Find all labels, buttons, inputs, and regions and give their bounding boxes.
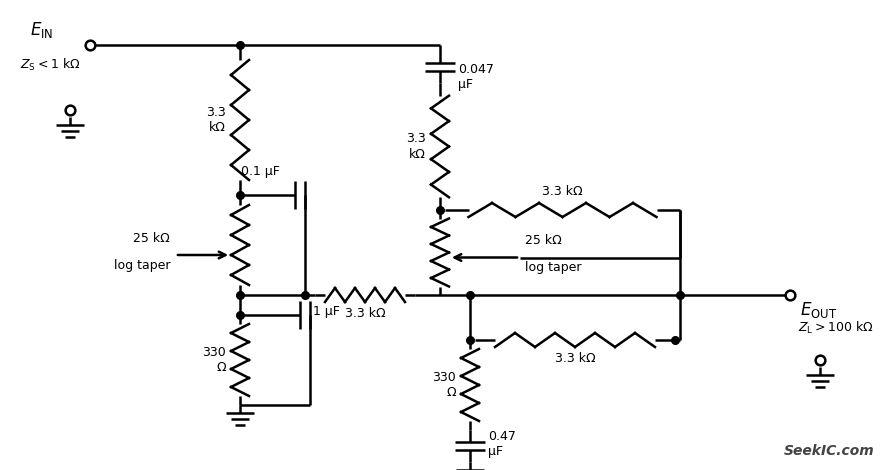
Text: $Z_{\mathsf{S}} < 1\ \mathsf{k}\Omega$: $Z_{\mathsf{S}} < 1\ \mathsf{k}\Omega$ [20,57,80,73]
Text: 25 kΩ: 25 kΩ [525,235,562,248]
Text: 0.47
µF: 0.47 µF [488,430,516,458]
Text: log taper: log taper [113,259,170,272]
Text: 3.3
kΩ: 3.3 kΩ [406,133,426,160]
Text: 3.3 kΩ: 3.3 kΩ [542,185,582,198]
Text: SeekIC.com: SeekIC.com [784,444,875,458]
Text: $Z_{\mathsf{L}} > 100\ \mathsf{k}\Omega$: $Z_{\mathsf{L}} > 100\ \mathsf{k}\Omega$ [798,320,873,336]
Text: 25 kΩ: 25 kΩ [133,232,170,245]
Text: 3.3 kΩ: 3.3 kΩ [555,352,595,365]
Text: $E_{\mathsf{OUT}}$: $E_{\mathsf{OUT}}$ [800,300,837,320]
Text: log taper: log taper [525,261,582,274]
Text: $E_{\mathsf{IN}}$: $E_{\mathsf{IN}}$ [30,20,54,40]
Text: 0.1 µF: 0.1 µF [241,165,279,178]
Text: 1 µF: 1 µF [313,306,340,319]
Text: 330
Ω: 330 Ω [202,346,226,374]
Text: 3.3
kΩ: 3.3 kΩ [206,106,226,134]
Text: 330
Ω: 330 Ω [433,371,456,399]
Text: 0.047
µF: 0.047 µF [458,63,494,91]
Text: 3.3 kΩ: 3.3 kΩ [344,307,385,320]
